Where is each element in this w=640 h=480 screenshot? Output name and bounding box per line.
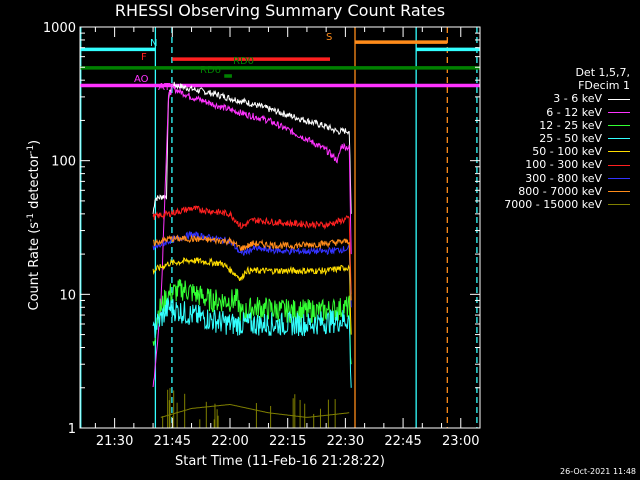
legend-label: 7000 - 15000 keV — [504, 198, 602, 212]
series-line — [160, 404, 350, 418]
legend-label: 300 - 800 keV — [525, 171, 602, 185]
legend-swatch — [608, 111, 630, 113]
legend-rows: 3 - 6 keV 6 - 12 keV 12 - 25 keV 25 - 50 ke… — [480, 92, 630, 211]
legend-swatch — [608, 204, 630, 206]
legend-entry: 6 - 12 keV — [480, 106, 630, 119]
series-line — [152, 297, 352, 388]
legend-label: 3 - 6 keV — [553, 92, 602, 106]
legend-entry: 100 - 300 keV — [480, 158, 630, 171]
legend-label: 12 - 25 keV — [539, 118, 602, 132]
series-line — [152, 257, 352, 335]
legend-header-line: Det 1,5,7, — [575, 66, 630, 79]
legend: Det 1,5,7, FDecim 1 3 - 6 keV 6 - 12 keV 1… — [480, 66, 630, 211]
series-line — [152, 230, 352, 308]
legend-entry: 25 - 50 keV — [480, 132, 630, 145]
flag-label: F — [141, 52, 147, 63]
legend-swatch — [608, 151, 630, 153]
legend-entry: 50 - 100 keV — [480, 145, 630, 158]
flag-label: RD6 — [200, 65, 221, 76]
series-line — [153, 234, 352, 301]
x-tick-label: 22:15 — [269, 434, 306, 449]
series-line — [152, 81, 352, 214]
legend-swatch — [608, 124, 630, 126]
flag-label: AT — [158, 82, 171, 93]
y-axis-label-part: detector — [27, 153, 43, 213]
x-tick-label: 22:00 — [211, 434, 248, 449]
flag-label: N — [150, 38, 157, 49]
y-axis-label-part: -1 — [25, 212, 36, 222]
legend-swatch — [608, 138, 630, 140]
legend-label: 25 - 50 keV — [539, 132, 602, 146]
chart-title: RHESSI Observing Summary Count Rates — [114, 1, 446, 20]
flag-label: S — [326, 32, 332, 43]
legend-entry: 3 - 6 keV — [480, 92, 630, 105]
x-axis-label: Start Time (11-Feb-16 21:28:22) — [175, 454, 385, 469]
flag-label: AO — [134, 74, 149, 85]
x-tick-label: 23:00 — [442, 434, 479, 449]
legend-swatch — [608, 190, 630, 192]
x-tick-label: 21:30 — [96, 434, 133, 449]
y-tick-label: 100 — [51, 155, 76, 170]
x-tick-label: 22:30 — [327, 434, 364, 449]
y-axis-label-part: Count Rate (s — [27, 221, 43, 311]
x-tick-label: 21:45 — [154, 434, 191, 449]
legend-entry: 300 - 800 keV — [480, 172, 630, 185]
legend-label: 50 - 100 keV — [532, 145, 602, 159]
timestamp: 26-Oct-2021 11:48 — [560, 467, 636, 476]
legend-swatch — [608, 164, 630, 166]
y-axis-label-part: -1 — [25, 144, 36, 154]
legend-swatch — [608, 177, 630, 179]
y-tick-label: 1 — [68, 422, 76, 437]
y-axis-label: Count Rate (s-1 detector-1) — [26, 125, 42, 325]
plot-frame — [79, 26, 481, 429]
y-axis-label-part: ) — [27, 139, 43, 145]
series-line — [152, 205, 352, 295]
legend-header-line: FDecim 1 — [578, 79, 630, 93]
legend-entry: 12 - 25 keV — [480, 119, 630, 132]
legend-label: 6 - 12 keV — [546, 105, 602, 119]
flag-label: RD0 — [233, 56, 254, 67]
legend-label: 100 - 300 keV — [525, 158, 602, 172]
y-tick-label: 1000 — [43, 21, 76, 36]
legend-entry: 7000 - 15000 keV — [480, 198, 630, 211]
legend-swatch — [608, 98, 630, 100]
legend-entry: 800 - 7000 keV — [480, 185, 630, 198]
legend-label: 800 - 7000 keV — [518, 184, 602, 198]
y-tick-label: 10 — [59, 288, 76, 303]
series-line — [152, 83, 352, 388]
series-line — [152, 279, 352, 365]
x-tick-label: 22:45 — [384, 434, 421, 449]
